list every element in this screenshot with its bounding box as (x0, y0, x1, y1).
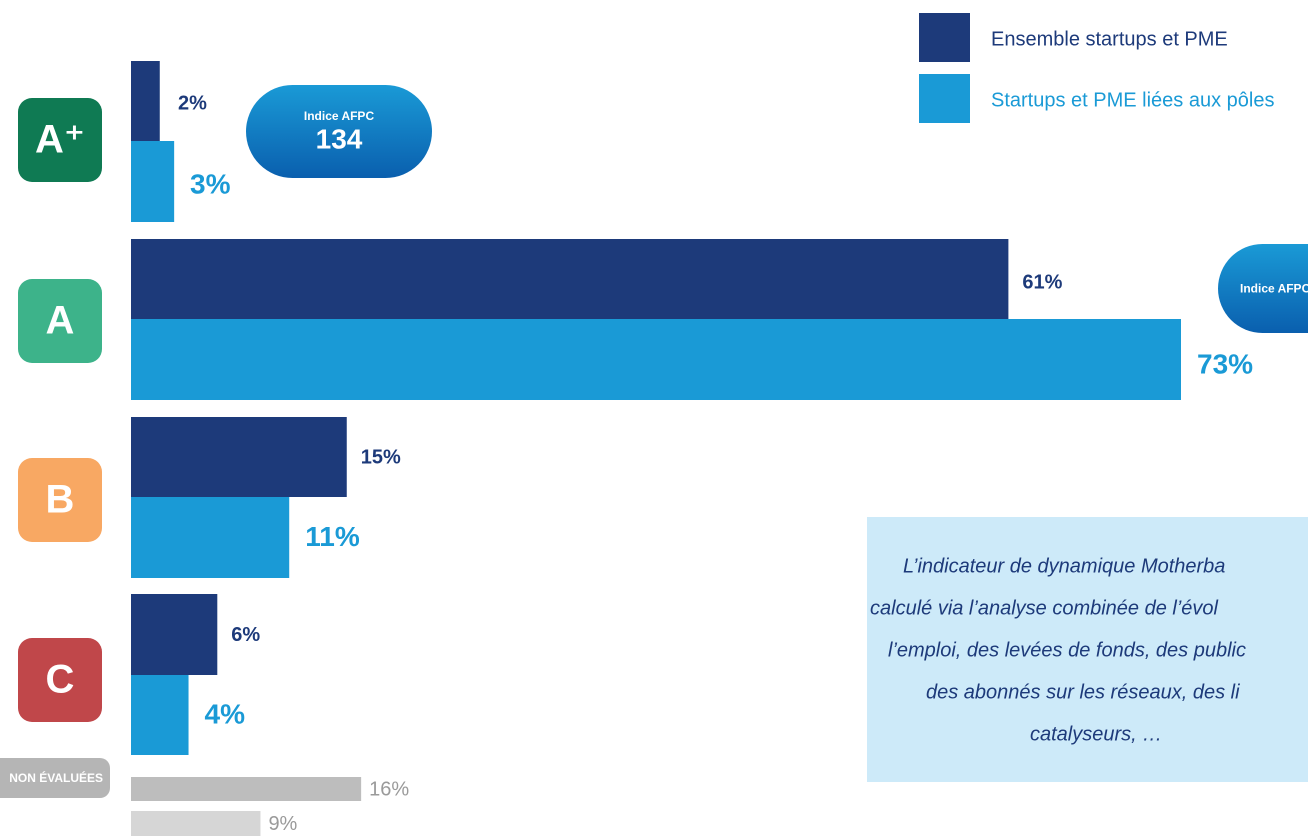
bar (131, 61, 160, 141)
value-label: 2% (178, 92, 207, 114)
bar (131, 675, 189, 755)
value-label: 4% (205, 698, 246, 729)
index-label: Indice AFPC (304, 109, 375, 123)
value-label: 15% (361, 446, 401, 468)
legend-swatch (919, 74, 970, 123)
bar (131, 594, 218, 675)
callout-text: L’indicateur de dynamique Motherba (903, 555, 1225, 577)
bar (131, 417, 347, 497)
legend-label: Ensemble startups et PME (991, 28, 1228, 50)
value-label: 61% (1022, 271, 1062, 293)
category-badge (18, 638, 102, 722)
category-badge (0, 758, 110, 798)
value-label: 11% (305, 521, 360, 552)
category-badge (18, 98, 102, 182)
category-badge (18, 279, 102, 363)
callout-text: catalyseurs, … (1030, 723, 1162, 745)
legend-swatch (919, 13, 970, 62)
category-badge (18, 458, 102, 542)
value-label: 6% (231, 624, 260, 646)
index-value: 134 (316, 123, 363, 154)
category-label: NON ÉVALUÉES (9, 770, 103, 785)
callout-text: des abonnés sur les réseaux, des li (926, 681, 1240, 703)
category-label: A⁺ (35, 118, 85, 162)
bar (131, 319, 1181, 400)
bar (131, 777, 362, 801)
bar (131, 239, 1009, 319)
category-label: A (46, 299, 75, 343)
value-label: 73% (1197, 348, 1253, 379)
legend-label: Startups et PME liées aux pôles (991, 89, 1274, 111)
value-label: 3% (190, 168, 231, 199)
callout-text: l’emploi, des levées de fonds, des publi… (888, 639, 1246, 661)
category-label: B (46, 478, 75, 522)
bar (131, 141, 175, 222)
index-pill (1218, 244, 1308, 333)
callout-box (867, 517, 1308, 782)
value-label: 16% (369, 778, 409, 800)
callout-text: calculé via l’analyse combinée de l’évol (870, 597, 1219, 619)
index-label: Indice AFPC (1240, 282, 1308, 296)
bar (131, 811, 261, 836)
category-label: C (46, 658, 75, 702)
bar (131, 497, 290, 578)
index-pill (246, 85, 432, 178)
value-label: 9% (268, 813, 297, 835)
